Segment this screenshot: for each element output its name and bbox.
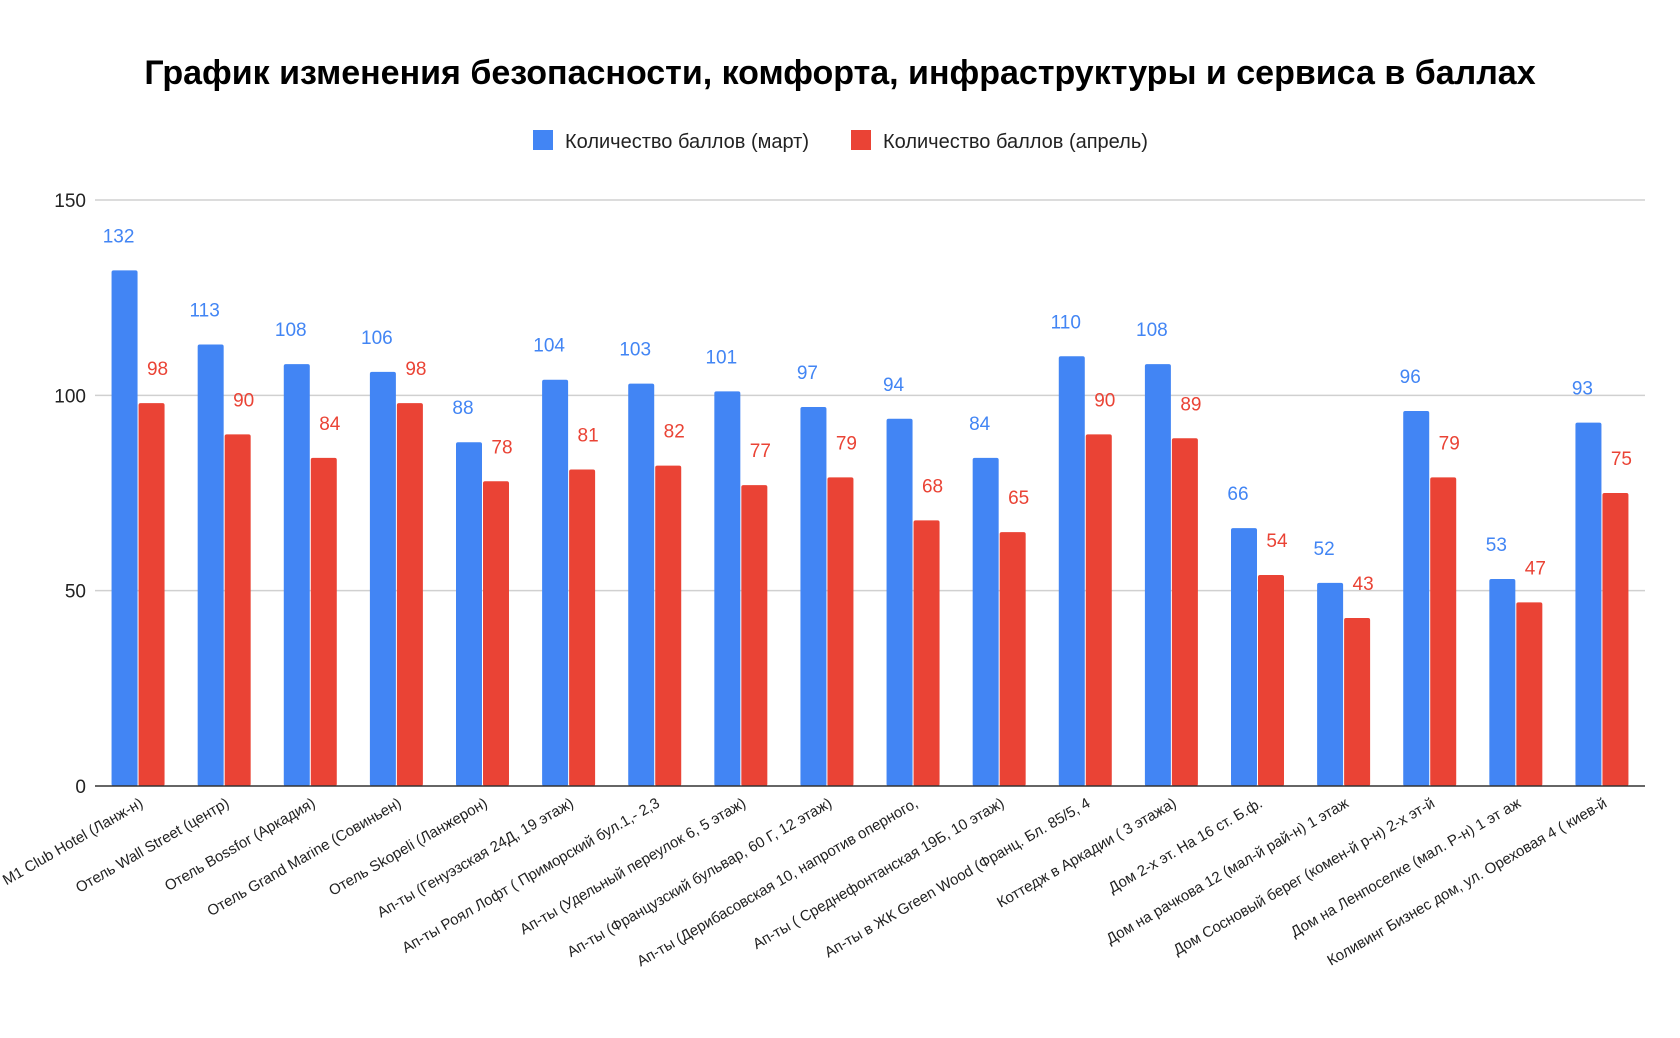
data-label-series2-7: 82 — [664, 422, 685, 443]
data-label-series2-18: 75 — [1611, 449, 1632, 470]
bar-series2-6 — [569, 469, 596, 786]
data-label-series2-6: 81 — [578, 426, 599, 447]
bar-series2-13 — [1171, 438, 1198, 786]
y-tick-label: 100 — [54, 386, 86, 407]
data-label-series1-16: 96 — [1400, 367, 1421, 388]
bar-series2-11 — [999, 532, 1026, 786]
bar-series1-14 — [1231, 528, 1257, 786]
data-label-series2-10: 68 — [922, 476, 943, 497]
gridlines — [95, 199, 1645, 592]
data-label-series1-6: 104 — [533, 336, 565, 357]
data-label-series1-17: 53 — [1486, 535, 1507, 556]
bar-series2-1 — [138, 403, 165, 786]
legend-label-1: Количество баллов (март) — [565, 131, 809, 153]
bar-series2-17 — [1516, 602, 1543, 786]
x-axis-categories: М1 Club Hotel (Ланж-н)Отель Wall Street … — [0, 795, 1610, 970]
bar-series1-17 — [1489, 578, 1516, 786]
y-tick-label: 50 — [65, 582, 86, 603]
data-label-series2-3: 84 — [319, 414, 341, 435]
bar-series2-7 — [655, 465, 682, 786]
data-label-series1-14: 66 — [1227, 484, 1248, 505]
data-label-series2-8: 77 — [750, 441, 771, 462]
data-label-series1-3: 108 — [275, 320, 307, 341]
bar-series1-12 — [1058, 356, 1085, 786]
bar-series2-16 — [1430, 477, 1457, 786]
data-label-series1-2: 113 — [190, 301, 220, 322]
legend-label-2: Количество баллов (апрель) — [883, 131, 1148, 153]
bar-series2-10 — [913, 520, 940, 786]
x-category-label-3: Отель Bossfor (Аркадия) — [162, 795, 318, 895]
bar-series1-18 — [1575, 422, 1602, 786]
chart-title: График изменения безопасности, комфорта,… — [144, 54, 1535, 92]
legend-swatch-1 — [533, 130, 553, 150]
y-axis-ticks: 0 50 100 150 — [54, 191, 86, 798]
data-label-series2-4: 98 — [405, 359, 426, 380]
bar-series2-12 — [1085, 434, 1112, 786]
bar-series2-5 — [483, 481, 509, 786]
bar-series1-15 — [1317, 582, 1344, 786]
data-label-series1-15: 52 — [1314, 539, 1335, 560]
bar-series1-7 — [628, 383, 655, 786]
bar-series1-8 — [714, 391, 741, 786]
bar-series2-4 — [396, 403, 423, 786]
x-category-label-14: Дом 2-х эт. На 16 ст. Б.ф. — [1106, 795, 1266, 897]
data-label-series2-1: 98 — [147, 359, 168, 380]
data-label-series1-8: 101 — [705, 347, 737, 368]
data-label-series2-5: 78 — [491, 437, 512, 458]
bar-series1-16 — [1403, 410, 1430, 786]
data-label-series1-9: 97 — [797, 363, 818, 384]
bar-series1-4 — [369, 371, 396, 786]
data-label-series1-7: 103 — [619, 340, 651, 361]
data-label-series1-10: 94 — [883, 375, 905, 396]
data-label-series1-12: 110 — [1051, 312, 1081, 333]
bar-series1-3 — [283, 364, 310, 786]
bar-series1-10 — [886, 418, 913, 786]
data-label-series2-2: 90 — [233, 390, 254, 411]
bar-series2-15 — [1344, 618, 1371, 786]
bar-series1-5 — [456, 442, 482, 786]
data-labels: 132 113 108 106 88 104 103 101 97 94 84 110 108 66 52 9… — [103, 226, 1632, 595]
bar-series2-9 — [827, 477, 854, 786]
bar-series1-1 — [111, 270, 138, 786]
data-label-series1-1: 132 — [103, 226, 135, 247]
y-tick-label: 0 — [75, 777, 86, 798]
data-label-series1-5: 88 — [452, 398, 473, 419]
data-label-series2-14: 54 — [1266, 531, 1288, 552]
data-label-series2-9: 79 — [836, 433, 857, 454]
bar-series2-14 — [1258, 575, 1284, 786]
bar-series2-2 — [224, 434, 251, 786]
data-label-series2-13: 89 — [1180, 394, 1201, 415]
data-label-series1-4: 106 — [361, 328, 393, 349]
bar-series1-2 — [197, 344, 224, 786]
data-label-series1-11: 84 — [969, 414, 991, 435]
x-category-label-2: Отель Wall Street (центр) — [73, 795, 232, 897]
bar-series2-18 — [1602, 493, 1629, 786]
data-label-series2-12: 90 — [1094, 390, 1115, 411]
data-label-series1-13: 108 — [1136, 320, 1168, 341]
bar-series2-8 — [741, 485, 768, 786]
bar-series1-6 — [542, 379, 569, 786]
bar-series1-11 — [972, 457, 999, 786]
x-category-label-5: Отель Skopeli (Ланжерон) — [326, 795, 490, 900]
bar-series2-3 — [310, 457, 337, 786]
data-label-series2-16: 79 — [1439, 433, 1460, 454]
x-category-label-1: М1 Club Hotel (Ланж-н) — [0, 795, 146, 889]
data-label-series2-11: 65 — [1008, 488, 1029, 509]
bar-series1-9 — [800, 407, 827, 786]
data-label-series2-17: 47 — [1525, 558, 1546, 579]
data-label-series1-18: 93 — [1572, 379, 1593, 400]
data-label-series2-15: 43 — [1353, 574, 1374, 595]
y-tick-label: 150 — [54, 191, 86, 212]
bars — [111, 270, 1629, 786]
legend-swatch-2 — [851, 130, 871, 150]
bar-series1-13 — [1144, 364, 1171, 786]
legend: Количество баллов (март) Количество балло… — [533, 130, 1148, 153]
